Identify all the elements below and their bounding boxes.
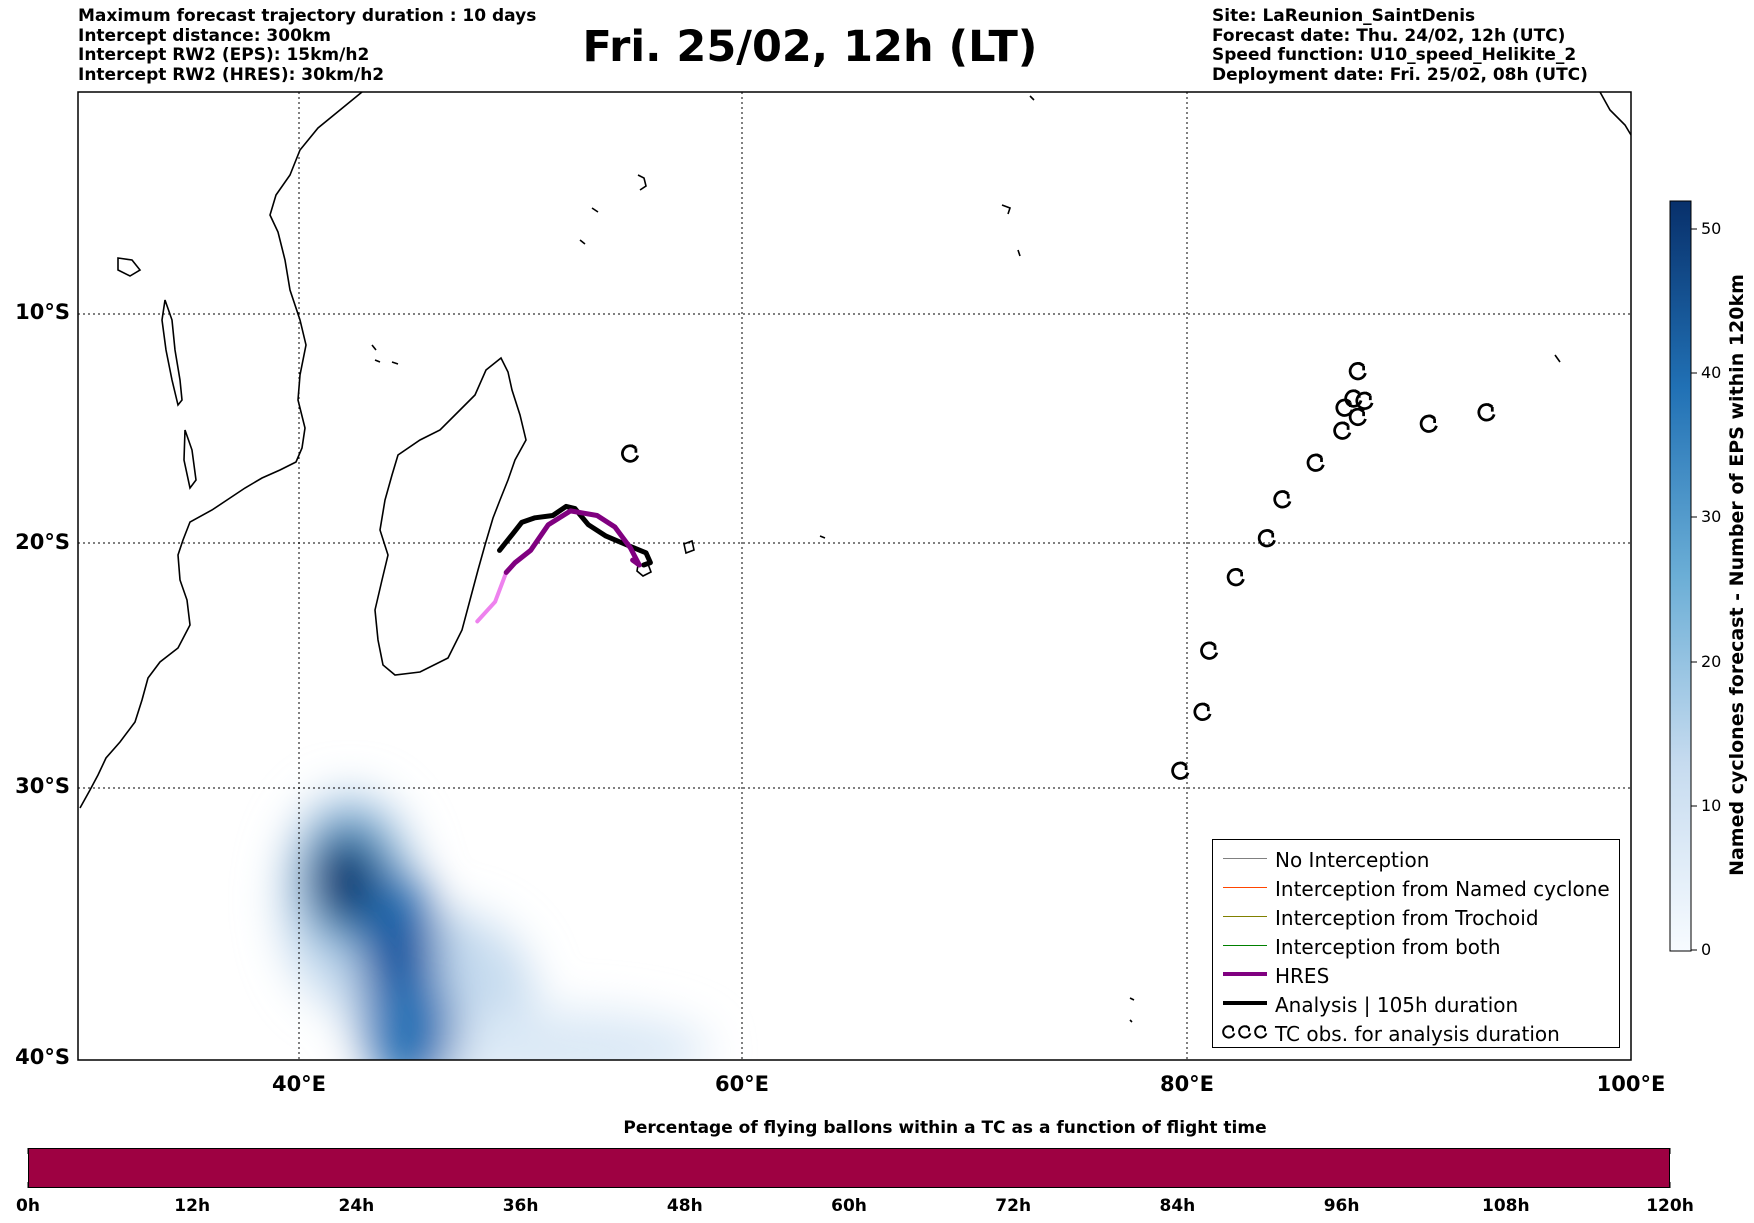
time-bar-tick-label: 120h: [1646, 1196, 1694, 1216]
colorbar-tick-label: 30: [1701, 507, 1722, 526]
time-bar-tick-label: 48h: [666, 1196, 703, 1216]
time-bar-title: Percentage of flying ballons within a TC…: [623, 1118, 1267, 1138]
legend-label: Interception from both: [1275, 935, 1501, 959]
colorbar-tick-label: 40: [1701, 363, 1722, 382]
time-bar-tick-label: 24h: [338, 1196, 375, 1216]
lon-label: 100°E: [1596, 1072, 1666, 1096]
lon-label: 40°E: [271, 1072, 327, 1096]
map-legend: No Interception Interception from Named …: [1212, 839, 1620, 1048]
tc-symbol-icon: [1222, 1025, 1268, 1039]
header-right-info: Site: LaReunion_SaintDenis Forecast date…: [1212, 6, 1588, 85]
legend-item-both: Interception from both: [1213, 931, 1619, 960]
small-islands-east: [819, 95, 1561, 539]
legend-item-hres: HRES: [1213, 960, 1619, 989]
legend-label: Interception from Trochoid: [1275, 906, 1539, 930]
header-left-line: Intercept distance: 300km: [78, 25, 331, 46]
coastlines: [79, 92, 1631, 1023]
colorbar-tick-label: 0: [1701, 940, 1712, 959]
lat-label: 40°S: [15, 1045, 70, 1069]
lake-malawi: [183, 429, 197, 490]
lon-label: 80°E: [1159, 1072, 1215, 1096]
map-title: Fri. 25/02, 12h (LT): [582, 22, 1038, 72]
legend-item-analysis: Analysis | 105h duration: [1213, 989, 1619, 1018]
legend-line-sample: [1223, 858, 1267, 859]
header-left-info: Maximum forecast trajectory duration : 1…: [78, 6, 537, 85]
time-bar-tick-label: 36h: [502, 1196, 539, 1216]
header-right-line: Speed function: U10_speed_Helikite_2: [1212, 45, 1577, 65]
legend-label: Analysis | 105h duration: [1275, 993, 1519, 1017]
legend-line-sample: [1223, 887, 1267, 888]
analysis-track: [497, 503, 653, 568]
legend-label: TC obs. for analysis duration: [1275, 1022, 1560, 1046]
time-bar: [28, 1148, 1670, 1188]
mauritius-island: [683, 539, 695, 555]
eps-colorbar: [1669, 200, 1692, 952]
legend-item-no-interception: No Interception: [1213, 844, 1619, 873]
time-bar-tick-label: 84h: [1159, 1196, 1196, 1216]
lake-victoria: [117, 257, 142, 277]
header-right-line: Deployment date: Fri. 25/02, 08h (UTC): [1212, 64, 1588, 85]
header-right-line: Forecast date: Thu. 24/02, 12h (UTC): [1212, 25, 1566, 46]
legend-line-sample: [1223, 916, 1267, 917]
time-bar-tick-label: 108h: [1482, 1196, 1530, 1216]
comoros-islands: [371, 344, 399, 365]
lat-label: 10°S: [15, 300, 70, 324]
lat-label: 30°S: [15, 774, 70, 798]
legend-label: Interception from Named cyclone: [1275, 877, 1610, 901]
map-frame-border: [77, 91, 1632, 1061]
time-bar-tick-label: 0h: [16, 1196, 40, 1216]
legend-line-sample: [1223, 945, 1267, 946]
eps-density-field: [280, 790, 710, 1060]
header-left-line: Maximum forecast trajectory duration : 1…: [78, 6, 537, 26]
madagascar-coastline: [374, 356, 527, 676]
legend-item-named-cyclone: Interception from Named cyclone: [1213, 873, 1619, 902]
time-bar-tick-label: 72h: [995, 1196, 1032, 1216]
gridlines: [78, 92, 1631, 1060]
header-right-line: Site: LaReunion_SaintDenis: [1212, 6, 1476, 26]
time-bar-tick-label: 12h: [174, 1196, 211, 1216]
legend-label: HRES: [1275, 964, 1330, 988]
time-bar-tick-label: 60h: [831, 1196, 867, 1216]
header-left-line: Intercept RW2 (EPS): 15km/h2: [78, 45, 370, 65]
amsterdam-island: [1129, 997, 1135, 1023]
indonesia-coast: [1599, 92, 1631, 136]
hres-track: [503, 508, 642, 575]
lat-label: 20°S: [15, 530, 70, 554]
lake-tanganyika: [161, 299, 183, 407]
eps-colorbar-ticks: [1691, 228, 1697, 951]
colorbar-label: Named cyclones forecast - Number of EPS …: [1726, 274, 1748, 876]
time-bar-tick-label: 96h: [1323, 1196, 1360, 1216]
lon-label: 60°E: [714, 1072, 770, 1096]
legend-item-trochoid: Interception from Trochoid: [1213, 902, 1619, 931]
seychelles-islands: [579, 174, 647, 245]
chagos-islands: [1001, 204, 1021, 257]
legend-line-sample: [1223, 972, 1267, 976]
colorbar-tick-label: 50: [1701, 219, 1722, 238]
legend-line-sample: [1223, 1001, 1267, 1005]
hres-track-early-segment: [475, 570, 509, 624]
legend-label: No Interception: [1275, 848, 1430, 872]
colorbar-tick-label: 10: [1701, 796, 1722, 815]
africa-coastline: [79, 92, 363, 809]
legend-item-tc-obs: TC obs. for analysis duration: [1213, 1018, 1619, 1047]
header-left-line: Intercept RW2 (HRES): 30km/h2: [78, 64, 385, 85]
colorbar-tick-label: 20: [1701, 652, 1722, 671]
